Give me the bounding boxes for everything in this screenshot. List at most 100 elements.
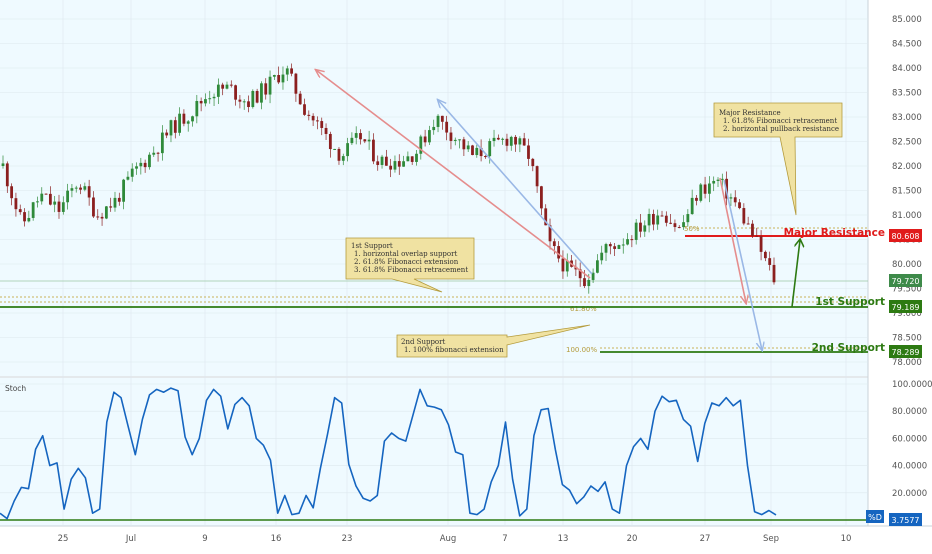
candle-body (255, 90, 259, 103)
price-panel-bg (0, 0, 868, 376)
candle-body (488, 141, 492, 157)
stoch-value-tag (889, 513, 922, 526)
candle-body (169, 120, 173, 136)
candle-body (712, 180, 716, 184)
candle-body (600, 252, 604, 261)
candle-body (48, 193, 52, 205)
candle-body (548, 225, 552, 242)
candle-body (755, 235, 759, 237)
candle-body (165, 132, 169, 136)
price-tick-label: 83.000 (892, 113, 922, 123)
candle-body (272, 75, 276, 77)
candle-body (432, 126, 436, 131)
candle-body (113, 197, 117, 208)
note-second-support: 2nd Support 1. 100% fibonacci extension (396, 324, 591, 358)
stoch-series-name: %D (868, 513, 882, 522)
candle-body (328, 133, 332, 150)
candle-body (634, 222, 638, 240)
candle-body (686, 214, 690, 223)
candle-body (690, 197, 694, 215)
price-tick-label: 82.000 (892, 162, 922, 172)
candle-body (285, 68, 289, 75)
candle-body (591, 272, 595, 280)
candle-body (453, 139, 457, 141)
candle-body (613, 246, 617, 249)
candle-body (10, 186, 14, 199)
stoch-tick-label: 40.0000 (892, 462, 927, 472)
candle-body (100, 216, 104, 219)
note-second-support-line-2: 1. 100% fibonacci extension (404, 346, 504, 354)
price-tick-label: 84.000 (892, 64, 922, 74)
candle-body (535, 166, 539, 187)
candle-body (359, 133, 362, 140)
candle-body (260, 83, 263, 103)
candle-body (751, 223, 754, 236)
candle-body (626, 239, 629, 245)
candle-body (79, 187, 82, 190)
second-support-price: 78.289 (892, 348, 920, 357)
candle-body (496, 137, 500, 140)
candle-body (57, 201, 61, 212)
last-price-tag (889, 274, 922, 287)
candle-body (333, 148, 337, 150)
candle-body (565, 260, 569, 272)
candle-body (44, 193, 48, 195)
time-tick-label: 7 (502, 534, 507, 544)
candle-body (182, 113, 186, 124)
note-major-resistance: Major Resistance 1. 61.8% Fibonacci retr… (713, 102, 843, 216)
note-second-support-line-1: 2nd Support (401, 338, 445, 346)
candle-body (277, 75, 281, 83)
candle-body (23, 212, 26, 222)
candle-body (204, 99, 207, 104)
note-major-resistance-line-3: 2. horizontal pullback resistance (723, 125, 839, 133)
candle-body (152, 152, 156, 155)
candle-body (384, 156, 388, 166)
candle-body (673, 223, 677, 228)
candle-body (428, 130, 431, 143)
candle-body (733, 197, 737, 203)
candle-body (354, 133, 358, 138)
last-price: 79.720 (892, 277, 920, 286)
note-major-resistance-line-1: Major Resistance (719, 109, 781, 117)
price-tick-label: 78.500 (892, 334, 922, 344)
candle-body (492, 137, 496, 142)
candle-body (660, 215, 664, 217)
candle-body (216, 84, 220, 97)
candle-body (195, 100, 199, 117)
candle-body (759, 236, 763, 252)
candle-body (410, 156, 414, 162)
major-resistance-price-tag (889, 229, 922, 242)
candle-body (561, 258, 565, 272)
candle-body (639, 222, 642, 232)
candle-body (707, 183, 711, 194)
candle-body (436, 115, 440, 127)
candle-body (156, 152, 160, 154)
candle-body (509, 136, 513, 146)
candle-body (130, 168, 134, 177)
candle-body (677, 227, 681, 229)
candle-body (66, 190, 70, 203)
candle-body (5, 163, 9, 187)
candle-body (27, 217, 31, 222)
candle-body (664, 215, 668, 223)
price-tick-label: 82.500 (892, 138, 922, 148)
price-tick-label: 81.000 (892, 211, 922, 221)
candle-body (109, 206, 113, 208)
candle-body (341, 156, 345, 161)
candle-body (578, 269, 582, 279)
candle-body (36, 201, 39, 203)
fib-label-50: 50% (684, 225, 700, 233)
candle-body (199, 100, 203, 104)
candle-body (376, 161, 380, 165)
candle-body (604, 244, 608, 253)
candle-body (716, 179, 720, 181)
candle-body (225, 84, 229, 89)
candle-body (247, 101, 250, 108)
candle-body (104, 206, 108, 219)
candle-body (583, 278, 586, 287)
bounce-arrow (791, 240, 800, 308)
candle-body (320, 121, 324, 128)
time-tick-label: Jul (125, 534, 136, 544)
candle-body (630, 239, 634, 241)
candle-body (208, 98, 212, 100)
